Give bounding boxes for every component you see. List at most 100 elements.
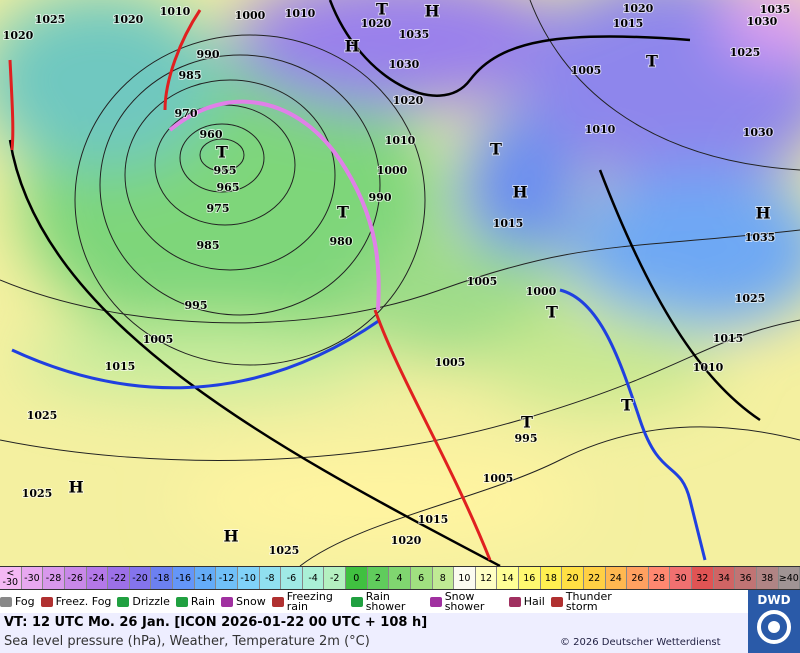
legend-icon <box>117 596 130 607</box>
isobar-label: 960 <box>200 128 223 141</box>
scale-cell: -16 <box>173 567 195 589</box>
scale-cell: -22 <box>108 567 130 589</box>
legend-icon <box>429 596 442 607</box>
pressure-center: T <box>376 0 388 19</box>
legend-icon <box>508 596 521 607</box>
scale-cell: 14 <box>497 567 519 589</box>
pressure-center: H <box>512 183 527 202</box>
isobar-label: 1015 <box>613 17 644 30</box>
scale-cell: 32 <box>692 567 714 589</box>
isobar-label: 1015 <box>713 332 744 345</box>
isobar-label: 1005 <box>143 333 174 346</box>
pressure-center: T <box>521 413 533 432</box>
isobar-label: 1020 <box>3 29 34 42</box>
pressure-center: H <box>755 204 770 223</box>
scale-cell: 18 <box>540 567 563 589</box>
pressure-center: T <box>546 303 558 322</box>
legend-icon <box>40 596 53 607</box>
scale-cell: 4 <box>389 567 411 589</box>
scale-cell: 26 <box>627 567 649 589</box>
isobar-label: 1015 <box>493 217 524 230</box>
logo-icon <box>757 610 791 644</box>
scale-cell: 22 <box>583 567 606 589</box>
legend-item: Drizzle <box>117 590 175 613</box>
pressure-center: H <box>424 2 439 21</box>
isobar-label: 1005 <box>435 356 466 369</box>
scale-cell: 30 <box>670 567 692 589</box>
legend-item: Thunder storm <box>550 590 630 613</box>
isobar-label: 990 <box>369 191 392 204</box>
isobar-label: 1030 <box>389 58 420 71</box>
isobar-label: 1030 <box>743 126 774 139</box>
isobar-label: 1025 <box>35 13 66 26</box>
scale-cell: 28 <box>648 567 671 589</box>
legend-label: Freez. Fog <box>55 594 112 608</box>
isobar-label: 975 <box>207 202 230 215</box>
isobar-label: 1005 <box>467 275 498 288</box>
isobar-label: 1015 <box>418 513 449 526</box>
isobar-label: 980 <box>330 235 353 248</box>
isobar-label: 1010 <box>385 134 416 147</box>
pressure-center: T <box>337 203 349 222</box>
pressure-center: H <box>223 527 238 546</box>
scale-cell: 38 <box>756 567 779 589</box>
legend-item: Rain <box>175 590 221 613</box>
legend-label: Snow <box>236 594 266 608</box>
legend-item: Freezing rain <box>271 589 351 613</box>
scale-cell: -26 <box>64 567 87 589</box>
isobar-label: 1025 <box>27 409 58 422</box>
isobar-label: 1010 <box>160 5 191 18</box>
temperature-scale: < -30 -30 -28 -26 -24 -22 -20 -18 -16 -14 -12 -10 -8… <box>0 566 800 590</box>
scale-cell: -4 <box>302 567 325 589</box>
logo: DWD <box>748 590 800 653</box>
isobar-label: 1035 <box>760 3 791 16</box>
legend-icon <box>271 596 284 607</box>
isobar-label: 1030 <box>747 15 778 28</box>
isobar-label: 1025 <box>735 292 766 305</box>
legend-icon <box>550 596 563 607</box>
legend-label: Fog <box>15 594 35 608</box>
isobar-label: 1020 <box>623 2 654 15</box>
pressure-center: T <box>646 52 658 71</box>
scale-cell: 34 <box>713 567 736 589</box>
pressure-center: T <box>621 396 633 415</box>
legend-item: Rain shower <box>350 590 430 613</box>
isobar-label: 985 <box>197 239 220 252</box>
isobar-label: 1020 <box>113 13 144 26</box>
isobar-label: 990 <box>197 48 220 61</box>
description: Sea level pressure (hPa), Weather, Tempe… <box>4 634 370 649</box>
legend-icon <box>221 596 234 607</box>
isobar-label: 995 <box>185 299 208 312</box>
legend-item: Snow <box>221 590 272 613</box>
legend-label: Snow shower <box>444 589 485 613</box>
weather-legend: Fog Freez. Fog Drizzle Rain Snow Freezing rai… <box>0 590 748 613</box>
isobar-label: 1015 <box>105 360 136 373</box>
legend-item: Fog <box>0 590 41 613</box>
legend-icon <box>175 596 188 607</box>
isobar-label: 1035 <box>745 231 776 244</box>
legend-icon <box>350 596 363 607</box>
isobar-label: 965 <box>217 181 240 194</box>
scale-cell: -18 <box>151 567 173 589</box>
isobar-label: 1025 <box>269 544 300 557</box>
isobar-label: 995 <box>515 432 538 445</box>
legend-label: Rain <box>190 594 216 608</box>
isobar-label: 1020 <box>391 534 422 547</box>
legend-item: Freez. Fog <box>40 590 118 613</box>
isobar-label: 970 <box>175 107 198 120</box>
scale-cell: 2 <box>367 567 390 589</box>
isobar-label: 955 <box>214 164 237 177</box>
legend-icon <box>0 596 12 607</box>
copyright: © 2026 Deutscher Wetterdienst <box>560 637 721 648</box>
isobar-label: 1020 <box>393 94 424 107</box>
isobar-label: 1005 <box>483 472 514 485</box>
isobar-label: 1010 <box>285 7 316 20</box>
scale-cell: 36 <box>735 567 757 589</box>
legend-label: Freezing rain <box>286 589 333 613</box>
scale-cell: -6 <box>281 567 303 589</box>
isobar-label: 1035 <box>399 28 430 41</box>
isobar-label: 1025 <box>730 46 761 59</box>
isobar-label: 985 <box>179 69 202 82</box>
legend-label: Hail <box>523 594 545 608</box>
